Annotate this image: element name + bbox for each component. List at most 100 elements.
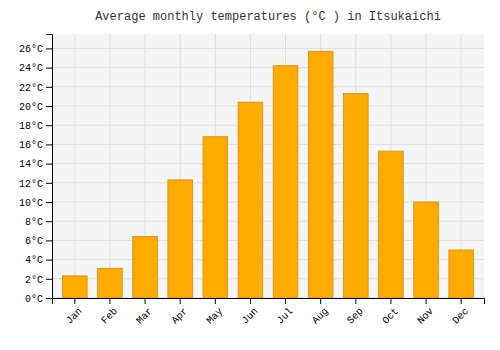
y-tick-mark [46,144,52,145]
y-tick-mark [46,106,52,107]
x-tick: Mar [134,298,155,326]
bar [98,268,123,298]
x-tick: Oct [380,298,401,326]
y-tick-mark [46,164,52,165]
x-tick-label: Mar [134,306,155,327]
y-tick-mark [46,279,52,280]
x-tick-label: Jun [240,306,261,327]
y-tick-mark [46,48,52,49]
y-tick: 8°C [25,217,52,228]
x-tick: Nov [415,298,436,326]
grid-line-x [109,34,110,298]
y-tick-label: 0°C [25,294,43,305]
x-tick: Dec [451,298,472,326]
grid-line-x [74,34,75,298]
x-tick-mark [426,298,427,304]
x-tick-mark [285,298,286,304]
y-tick: 22°C [19,83,52,94]
x-tick: Aug [310,298,331,326]
y-tick-mark [46,202,52,203]
y-tick-label: 10°C [19,198,43,209]
y-tick-label: 6°C [25,236,43,247]
x-tick: May [205,298,226,326]
grid-line-y [52,67,484,68]
grid-line-y [52,144,484,145]
x-tick: Apr [170,298,191,326]
x-tick-mark [355,298,356,304]
bar [238,102,263,298]
bar [63,276,88,298]
x-tick-mark [461,298,462,304]
y-tick-mark [46,298,52,299]
x-tick-label: May [205,306,226,327]
y-tick-mark [46,260,52,261]
x-tick-mark [250,298,251,304]
y-tick: 26°C [19,44,52,55]
y-tick: 12°C [19,179,52,190]
x-tick-label: Apr [170,306,191,327]
bar [308,51,333,298]
y-tick-label: 22°C [19,83,43,94]
y-tick: 0°C [25,294,52,305]
y-tick: 16°C [19,140,52,151]
x-tick: Jan [64,298,85,326]
grid-line-y [52,125,484,126]
x-tick-label: Sep [345,306,366,327]
y-tick-mark [46,87,52,88]
x-tick: Jun [240,298,261,326]
y-tick-mark [46,68,52,69]
bar [414,202,439,298]
y-tick-label: 12°C [19,179,43,190]
y-tick-label: 8°C [25,217,43,228]
x-tick-mark [74,298,75,304]
grid-line-y [52,86,484,87]
y-tick-label: 18°C [19,121,43,132]
bar [344,94,369,298]
bar [273,66,298,298]
y-tick-label: 16°C [19,140,43,151]
y-tick-label: 14°C [19,159,43,170]
x-tick-label: Jan [64,306,85,327]
title: Average monthly temperatures (°C ) in It… [95,10,441,24]
x-tick-mark [390,298,391,304]
y-tick-label: 20°C [19,102,43,113]
y-tick-mark [46,240,52,241]
y-tick: 4°C [25,255,52,266]
plot: 0°C 2°C 4°C 6°C 8°C 10°C 12°C 14°C 16°C 18°C 20°C 2… [19,34,485,326]
y-tick-mark [46,221,52,222]
bar [203,137,228,298]
y-axis-line [46,35,53,299]
grid-line-y [52,106,484,107]
grid-line-y [52,48,484,49]
y-tick-label: 4°C [25,255,43,266]
bar [133,237,158,298]
plot-background [52,34,484,298]
bars [63,51,474,298]
grid [52,34,484,298]
grid-line-y [52,163,484,164]
y-tick: 20°C [19,102,52,113]
y-tick: 2°C [25,275,52,286]
x-tick-mark [109,298,110,304]
y-tick: 10°C [19,198,52,209]
bar [449,250,474,298]
y-tick: 24°C [19,63,52,74]
y-tick-mark [46,125,52,126]
x-tick-mark [180,298,181,304]
y-tick: 6°C [25,236,52,247]
x-tick-label: Feb [99,306,120,327]
y-tick-label: 24°C [19,63,43,74]
x-tick-label: Oct [380,306,401,327]
x-axis-line [53,299,485,305]
x-axis: Jan Feb Mar Apr May Jun Jul Aug Sep Oct Nov Dec [53,298,485,326]
bar [379,151,404,298]
x-tick-label: Jul [275,306,296,327]
x-tick-label: Nov [415,306,436,327]
y-tick-mark [46,183,52,184]
y-axis: 0°C 2°C 4°C 6°C 8°C 10°C 12°C 14°C 16°C 18°C 20°C 2… [19,35,53,305]
chart: 0°C 2°C 4°C 6°C 8°C 10°C 12°C 14°C 16°C 18°C 20°C 2… [0,0,500,350]
y-tick-label: 2°C [25,275,43,286]
x-tick: Feb [99,298,120,326]
bar [168,180,193,298]
x-tick-mark [145,298,146,304]
